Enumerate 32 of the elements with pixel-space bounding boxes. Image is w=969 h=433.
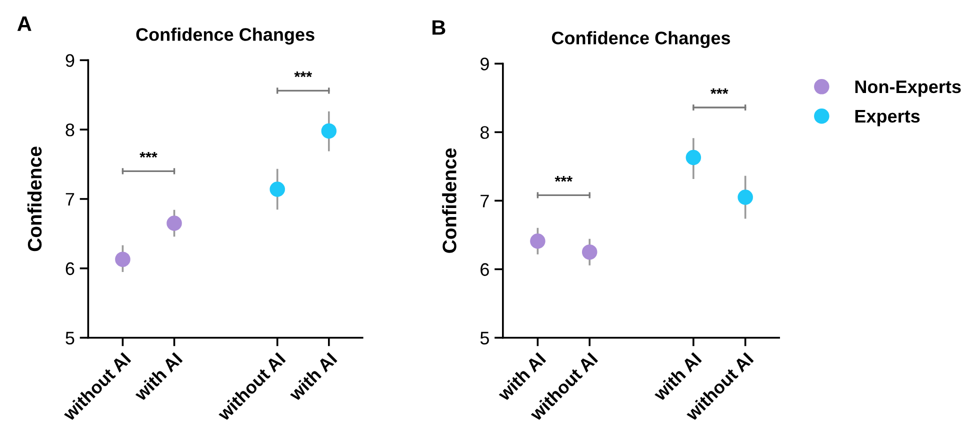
y-tick-label: 5 (480, 332, 489, 344)
y-tick-label: 9 (480, 58, 489, 70)
y-tick-label: 8 (480, 126, 489, 139)
legend-label: Experts (855, 110, 920, 126)
chart-title: Confidence Changes (136, 28, 314, 45)
y-tick-label: 9 (66, 54, 74, 67)
y-axis-title: Confidence (442, 148, 456, 253)
x-tick-label: with AI (288, 352, 338, 402)
point (270, 182, 285, 197)
y-tick-label: 5 (66, 332, 74, 344)
point (166, 216, 182, 231)
point (738, 190, 753, 205)
y-tick-label: 8 (66, 124, 74, 136)
point (686, 150, 702, 166)
chart-title: Confidence Changes (552, 31, 730, 48)
annotation: *** (294, 71, 312, 78)
y-tick-label: 6 (480, 263, 489, 276)
y-tick-label: 7 (480, 194, 489, 208)
point (321, 123, 337, 139)
annotation: *** (140, 152, 158, 158)
x-tick-label: with AI (132, 352, 183, 402)
point (115, 252, 130, 267)
text: B (432, 20, 446, 35)
point (530, 233, 546, 249)
legend-label: Non-Experts (855, 80, 961, 97)
annotation: *** (554, 176, 573, 182)
y-tick-label: 6 (66, 262, 74, 276)
text: A (17, 16, 32, 31)
annotation: *** (710, 88, 728, 94)
point (582, 244, 598, 260)
y-tick-label: 7 (66, 193, 74, 206)
y-axis-title: Confidence (27, 146, 42, 252)
